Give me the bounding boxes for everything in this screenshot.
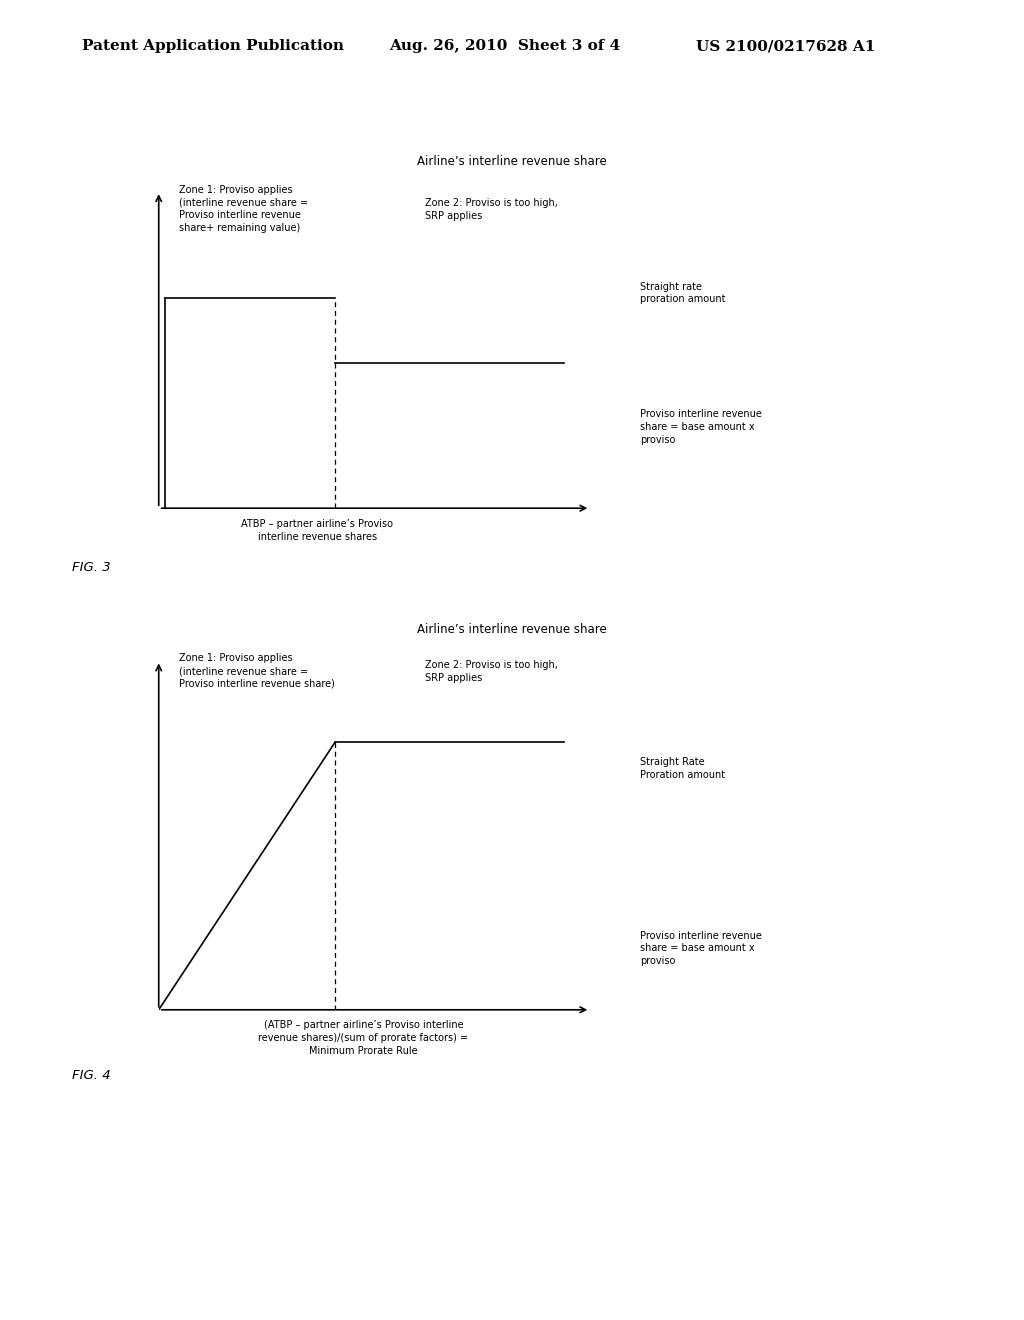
Text: Proviso interline revenue
share = base amount x
proviso: Proviso interline revenue share = base a… <box>640 931 762 966</box>
Text: US 2100/0217628 A1: US 2100/0217628 A1 <box>696 40 876 53</box>
Text: Straight Rate
Proration amount: Straight Rate Proration amount <box>640 756 725 780</box>
Text: Patent Application Publication: Patent Application Publication <box>82 40 344 53</box>
Text: (ATBP – partner airline’s Proviso interline
revenue shares)/(sum of prorate fact: (ATBP – partner airline’s Proviso interl… <box>258 1020 469 1056</box>
Text: ATBP – partner airline’s Proviso
interline revenue shares: ATBP – partner airline’s Proviso interli… <box>242 519 393 541</box>
Text: Aug. 26, 2010  Sheet 3 of 4: Aug. 26, 2010 Sheet 3 of 4 <box>389 40 621 53</box>
Text: Straight rate
proration amount: Straight rate proration amount <box>640 281 725 305</box>
Text: Proviso interline revenue
share = base amount x
proviso: Proviso interline revenue share = base a… <box>640 409 762 445</box>
Text: Zone 2: Proviso is too high,
SRP applies: Zone 2: Proviso is too high, SRP applies <box>425 198 558 220</box>
Text: FIG. 4: FIG. 4 <box>72 1069 111 1082</box>
Text: FIG. 3: FIG. 3 <box>72 561 111 574</box>
Text: Zone 1: Proviso applies
(interline revenue share =
Proviso interline revenue
sha: Zone 1: Proviso applies (interline reven… <box>179 185 308 234</box>
Text: Airline’s interline revenue share: Airline’s interline revenue share <box>417 154 607 168</box>
Text: Zone 1: Proviso applies
(interline revenue share =
Proviso interline revenue sha: Zone 1: Proviso applies (interline reven… <box>179 653 335 689</box>
Text: Zone 2: Proviso is too high,
SRP applies: Zone 2: Proviso is too high, SRP applies <box>425 660 558 682</box>
Text: Airline’s interline revenue share: Airline’s interline revenue share <box>417 623 607 636</box>
